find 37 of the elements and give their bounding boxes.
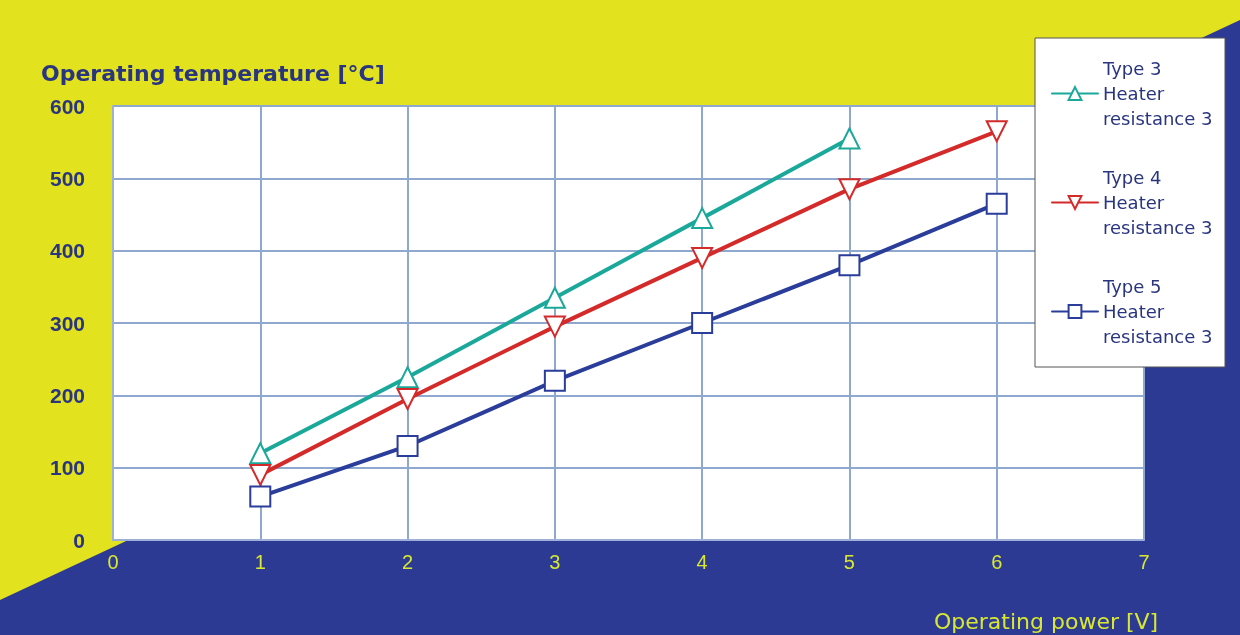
x-tick-label: 4 bbox=[696, 551, 708, 573]
point bbox=[249, 442, 272, 465]
x-tick-label: 5 bbox=[843, 551, 855, 573]
point bbox=[691, 312, 714, 334]
y-tick-label: 400 bbox=[49, 239, 85, 263]
point bbox=[249, 463, 272, 486]
y-tick-label: 300 bbox=[49, 311, 85, 335]
y-tick-label: 0 bbox=[73, 528, 85, 552]
point bbox=[543, 315, 566, 338]
y-tick-label: 500 bbox=[49, 166, 85, 190]
x-tick-label: 2 bbox=[402, 551, 414, 573]
point bbox=[985, 192, 1008, 215]
point bbox=[838, 127, 861, 150]
y-axis-title: Operating temperature [°C] bbox=[41, 60, 385, 86]
x-tick-label: 7 bbox=[1138, 551, 1150, 573]
point bbox=[838, 254, 861, 277]
point bbox=[396, 434, 419, 457]
x-axis-title: Operating power [V] bbox=[934, 608, 1159, 634]
y-tick-label: 200 bbox=[49, 383, 85, 407]
point bbox=[249, 485, 272, 508]
point bbox=[691, 246, 714, 269]
point bbox=[396, 387, 419, 410]
y-tick-label: 600 bbox=[49, 94, 85, 118]
point bbox=[838, 178, 861, 201]
legend-label: Type 5 Heater resistance 3 bbox=[1102, 276, 1213, 347]
legend-label: Type 4 Heater resistance 3 bbox=[1102, 167, 1213, 238]
legend-label: Type 3 Heater resistance 3 bbox=[1102, 58, 1213, 129]
point bbox=[691, 207, 714, 230]
x-tick-label: 1 bbox=[254, 551, 266, 573]
x-tick-label: 6 bbox=[991, 551, 1003, 573]
point bbox=[396, 366, 419, 389]
point bbox=[543, 369, 566, 392]
x-tick-label: 0 bbox=[107, 551, 119, 573]
point bbox=[985, 120, 1008, 143]
y-tick-label: 100 bbox=[49, 456, 85, 480]
x-tick-label: 3 bbox=[549, 551, 561, 573]
point bbox=[543, 286, 566, 309]
